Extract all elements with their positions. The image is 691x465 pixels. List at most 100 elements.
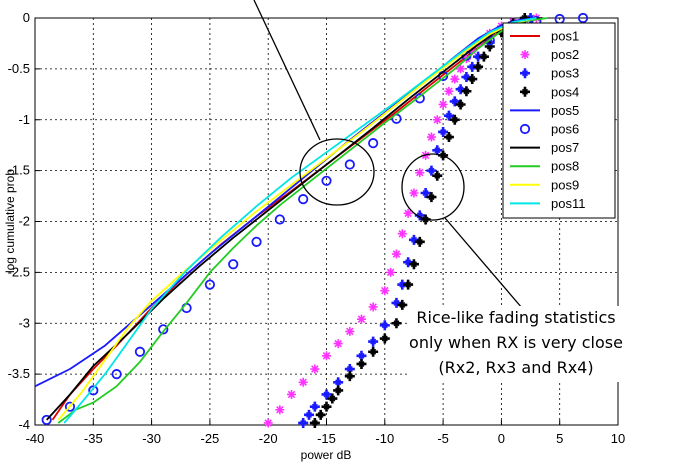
data-point-pos4 bbox=[461, 86, 472, 97]
data-point-pos4 bbox=[368, 346, 379, 357]
data-point-pos3 bbox=[321, 389, 332, 400]
data-point-pos2 bbox=[275, 405, 285, 415]
legend-item-pos1: pos1 bbox=[510, 29, 579, 44]
data-point-pos2 bbox=[391, 249, 401, 259]
legend-label: pos5 bbox=[551, 103, 579, 118]
data-point-pos2 bbox=[432, 115, 442, 125]
data-point-pos2 bbox=[333, 339, 343, 349]
data-point-pos4 bbox=[414, 236, 425, 247]
x-tick-label: -30 bbox=[142, 431, 161, 446]
data-point-pos3 bbox=[309, 401, 320, 412]
annotation-circle-right bbox=[401, 153, 465, 221]
data-point-pos2 bbox=[356, 314, 366, 324]
series-pos11 bbox=[63, 17, 537, 424]
data-point-pos4 bbox=[397, 299, 408, 310]
data-point-pos2 bbox=[386, 267, 396, 277]
y-tick-label: -3.5 bbox=[8, 366, 30, 381]
y-tick-label: -4 bbox=[18, 417, 30, 432]
x-tick-label: -40 bbox=[26, 431, 45, 446]
data-point-pos2 bbox=[450, 74, 460, 84]
data-point-pos6 bbox=[274, 214, 285, 225]
data-point-pos4 bbox=[309, 417, 320, 428]
data-point-pos4 bbox=[449, 114, 460, 125]
annotation-pointer-left bbox=[253, 0, 321, 141]
annotation-line-3: (Rx2, Rx3 and Rx4) bbox=[438, 358, 593, 377]
series-pos3 bbox=[298, 13, 536, 428]
legend-item-pos2: pos2 bbox=[520, 47, 579, 62]
data-point-pos6 bbox=[158, 324, 169, 335]
data-point-pos2 bbox=[345, 326, 355, 336]
y-tick-label: -2 bbox=[18, 214, 30, 229]
annotation-pointer-right bbox=[444, 217, 523, 309]
data-point-pos3 bbox=[438, 126, 449, 137]
data-point-pos2 bbox=[368, 302, 378, 312]
x-tick-label: -5 bbox=[437, 431, 449, 446]
data-point-pos4 bbox=[432, 170, 443, 181]
data-point-pos6 bbox=[298, 194, 309, 205]
data-point-pos4 bbox=[478, 51, 489, 62]
annotation-line-1: Rice-like fading statistics bbox=[416, 308, 615, 327]
x-tick-label: -10 bbox=[375, 431, 394, 446]
y-tick-label: -2.5 bbox=[8, 264, 30, 279]
data-point-pos4 bbox=[473, 61, 484, 72]
data-point-pos4 bbox=[344, 371, 355, 382]
legend-item-pos7: pos7 bbox=[510, 140, 579, 155]
y-axis-label: log cumulative prob bbox=[3, 169, 17, 273]
legend-item-pos11: pos11 bbox=[510, 196, 585, 211]
data-point-pos2 bbox=[456, 64, 466, 74]
data-point-pos2 bbox=[403, 208, 413, 218]
y-tick-label: -0.5 bbox=[8, 61, 30, 76]
data-point-pos2 bbox=[397, 229, 407, 239]
data-point-pos2 bbox=[380, 286, 390, 296]
legend-item-pos6: pos6 bbox=[519, 122, 579, 137]
data-point-pos6 bbox=[368, 138, 379, 149]
legend-item-pos9: pos9 bbox=[510, 177, 579, 192]
data-point-pos4 bbox=[443, 132, 454, 143]
data-point-pos2 bbox=[322, 351, 331, 361]
legend-label: pos2 bbox=[551, 47, 579, 62]
legend-swatch bbox=[520, 86, 530, 97]
legend-swatch bbox=[520, 68, 530, 79]
legend-label: pos3 bbox=[551, 66, 579, 81]
data-point-pos6 bbox=[134, 346, 146, 357]
data-point-pos4 bbox=[333, 385, 344, 396]
data-point-pos3 bbox=[449, 96, 460, 107]
data-point-pos2 bbox=[287, 389, 297, 399]
x-tick-label: 10 bbox=[611, 431, 625, 446]
data-point-pos3 bbox=[298, 417, 309, 428]
data-point-pos4 bbox=[327, 393, 338, 404]
data-point-pos6 bbox=[111, 369, 122, 380]
data-point-pos6 bbox=[251, 236, 262, 247]
legend-label: pos8 bbox=[551, 159, 579, 174]
data-point-pos4 bbox=[455, 99, 466, 110]
y-tick-label: 0 bbox=[23, 10, 30, 25]
y-tick-label: -3 bbox=[18, 315, 30, 330]
data-point-pos6 bbox=[344, 159, 355, 170]
data-point-pos6 bbox=[88, 385, 99, 396]
x-tick-label: -25 bbox=[201, 431, 220, 446]
legend-label: pos1 bbox=[551, 29, 579, 44]
data-point-pos4 bbox=[426, 192, 437, 203]
x-tick-label: 0 bbox=[498, 431, 505, 446]
data-point-pos4 bbox=[315, 409, 326, 420]
data-point-pos2 bbox=[426, 132, 436, 142]
data-point-pos2 bbox=[438, 99, 448, 109]
data-point-pos4 bbox=[379, 333, 390, 344]
data-point-pos4 bbox=[391, 318, 402, 329]
data-point-pos2 bbox=[415, 168, 425, 178]
data-point-pos2 bbox=[298, 377, 308, 387]
annotation-circle-left bbox=[299, 138, 375, 206]
legend: pos1 pos2 pos3 pos4 pos5 pos6 pos7 pos8 pos9 pos1… bbox=[502, 22, 616, 219]
legend-label: pos11 bbox=[551, 196, 585, 211]
data-point-pos4 bbox=[403, 279, 414, 290]
data-point-pos3 bbox=[432, 145, 443, 156]
data-point-pos3 bbox=[304, 409, 315, 420]
legend-swatch bbox=[520, 50, 530, 60]
x-tick-label: -35 bbox=[84, 431, 103, 446]
annotation-line-2: only when RX is very close bbox=[409, 333, 623, 352]
series-line-pos8 bbox=[57, 17, 549, 424]
x-tick-label: -20 bbox=[259, 431, 278, 446]
data-point-pos2 bbox=[444, 86, 454, 96]
annotation-text-box bbox=[410, 306, 623, 382]
